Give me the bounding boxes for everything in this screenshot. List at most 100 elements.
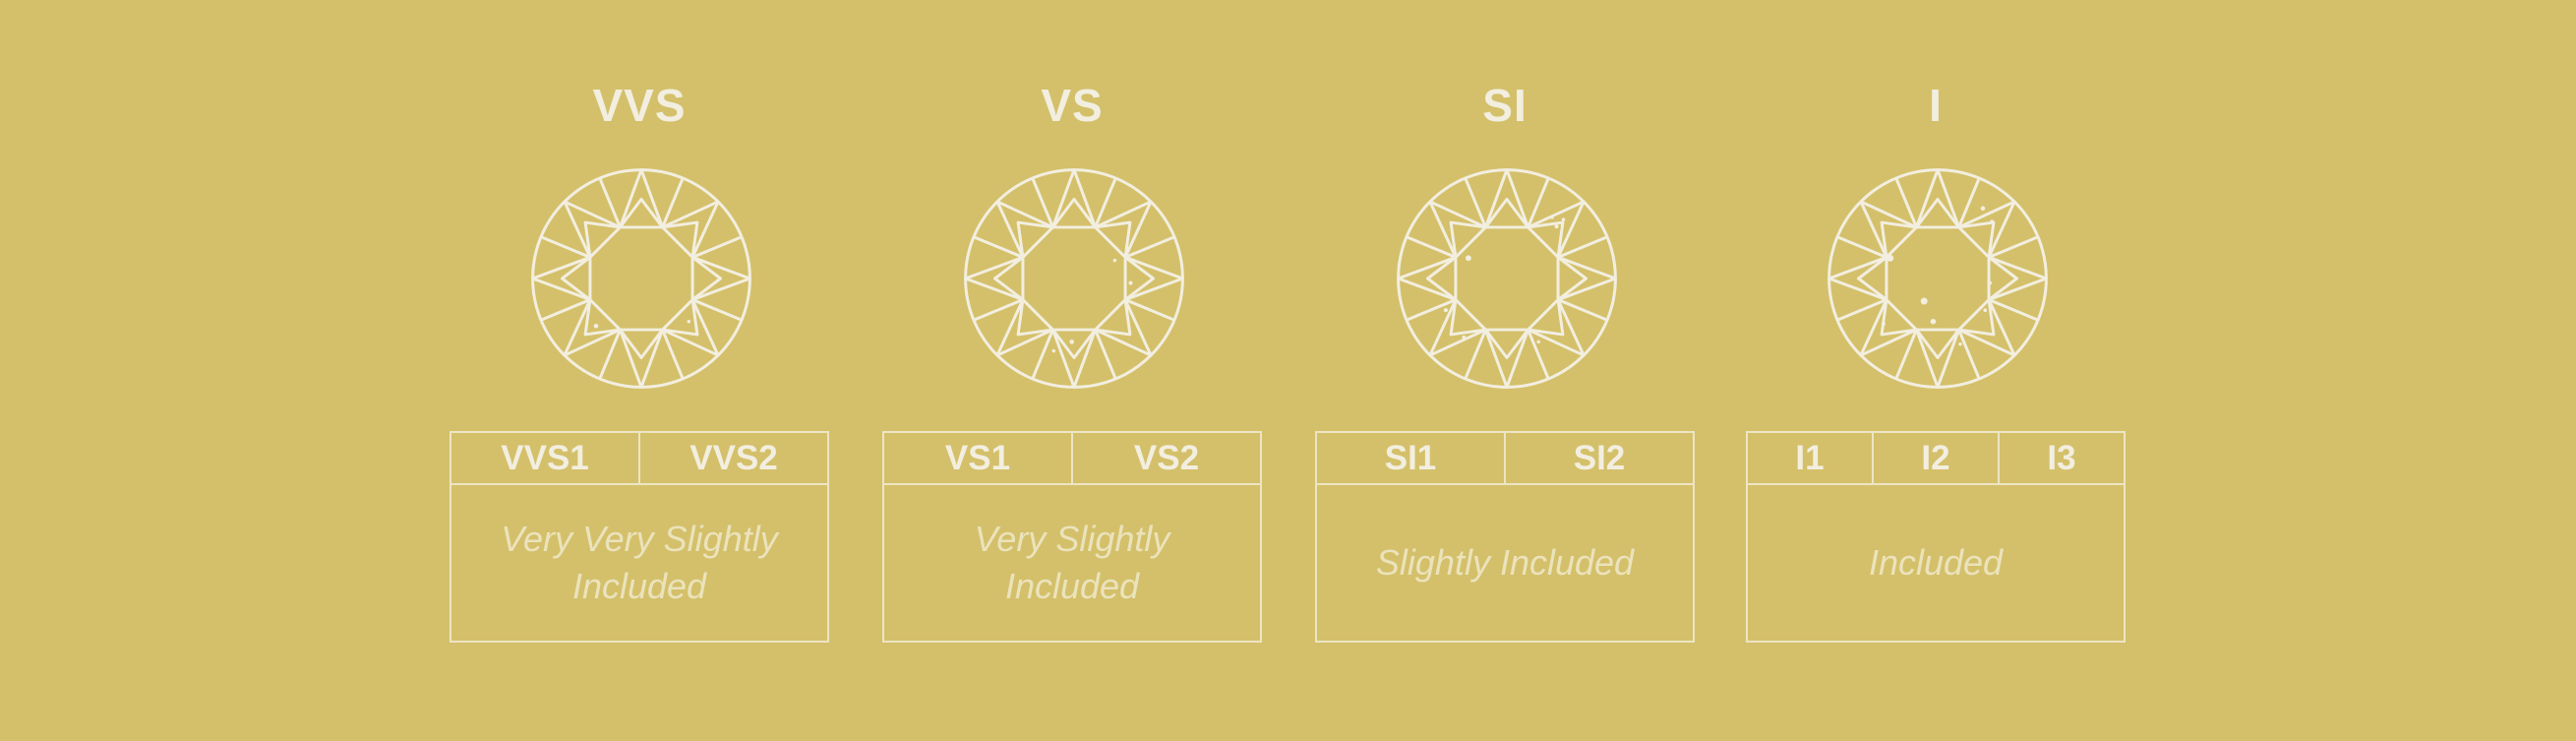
- inclusion-dot: [1443, 308, 1448, 313]
- half-facet: [1124, 235, 1175, 259]
- half-facet: [598, 177, 622, 228]
- inclusion-dot: [1550, 216, 1554, 219]
- kite-facet: [1449, 299, 1486, 337]
- grade-table: I1 I2 I3 Included: [1746, 431, 2126, 643]
- star-facet: [1859, 200, 1918, 259]
- kite-facet: [1051, 198, 1097, 228]
- inclusion-dot: [1462, 335, 1467, 340]
- kite-facet: [1528, 220, 1565, 258]
- star-facet: [531, 256, 591, 301]
- diamond-outline: [531, 168, 751, 389]
- star-facet: [1827, 256, 1887, 301]
- star-facet: [995, 298, 1054, 357]
- subgrade-row: I1 I2 I3: [1748, 433, 2124, 485]
- subgrade-cell: VS2: [1133, 438, 1200, 477]
- kite-facet: [691, 256, 722, 301]
- star-facet: [563, 200, 622, 259]
- half-facet: [1557, 298, 1608, 322]
- half-facet: [1988, 298, 2039, 322]
- kite-facet: [1988, 256, 2018, 301]
- subgrade-cell: VVS2: [689, 438, 778, 477]
- star-facet: [563, 298, 622, 357]
- half-facet: [1464, 177, 1487, 228]
- half-facet: [1406, 235, 1457, 259]
- star-facet: [1957, 200, 2016, 259]
- inclusion-dot: [1466, 255, 1471, 262]
- star-facet: [1557, 256, 1617, 301]
- half-facet: [1894, 329, 1918, 380]
- inclusion-dot: [1112, 258, 1117, 263]
- kite-facet: [619, 329, 664, 359]
- inclusion-dot: [1881, 321, 1886, 327]
- kite-facet: [662, 220, 699, 258]
- subgrade-cell: SI2: [1573, 438, 1626, 477]
- star-facet: [1094, 298, 1153, 357]
- inclusion-dot: [1554, 224, 1559, 229]
- half-facet: [1527, 329, 1550, 380]
- grade-table: SI1 SI2 Slightly Included: [1315, 431, 1695, 643]
- star-facet: [661, 200, 720, 259]
- half-facet: [691, 298, 743, 322]
- half-facet: [1988, 235, 2039, 259]
- grade-title: VVS: [592, 80, 687, 131]
- half-facet: [1031, 177, 1054, 228]
- half-facet: [540, 298, 591, 322]
- half-facet: [1557, 235, 1608, 259]
- grade-title: SI: [1482, 80, 1528, 131]
- star-facet: [619, 329, 664, 389]
- grade-description: Slightly Included: [1375, 542, 1635, 583]
- kite-facet: [1557, 256, 1588, 301]
- star-facet: [1915, 329, 1960, 389]
- inclusion-dot: [1987, 280, 1992, 285]
- kite-facet: [1528, 299, 1565, 337]
- kite-facet: [1016, 220, 1053, 258]
- half-facet: [1836, 298, 1887, 322]
- kite-facet: [1484, 329, 1529, 359]
- kite-facet: [1958, 299, 1996, 337]
- diamond-icon: [528, 165, 754, 392]
- kite-facet: [1484, 198, 1529, 228]
- kite-facet: [1095, 299, 1132, 337]
- half-facet: [661, 177, 685, 228]
- inclusion-dot: [1069, 340, 1074, 344]
- half-facet: [973, 298, 1024, 322]
- grade-description: Very Very Slightly Included: [501, 519, 778, 606]
- inclusion-dot: [1051, 348, 1056, 353]
- inclusion-dot: [687, 319, 691, 324]
- half-facet: [691, 235, 743, 259]
- kite-facet: [1095, 220, 1132, 258]
- kite-facet: [993, 256, 1024, 301]
- table-facet: [1454, 225, 1560, 332]
- subgrade-cell: VVS1: [451, 433, 640, 483]
- half-facet: [973, 235, 1024, 259]
- inclusion-dot: [1920, 297, 1928, 305]
- kite-facet: [1915, 198, 1960, 228]
- half-facet: [1464, 329, 1487, 380]
- star-facet: [1397, 256, 1457, 301]
- subgrade-row: VS1 VS2: [884, 433, 1260, 485]
- half-facet: [661, 329, 685, 380]
- half-facet: [1094, 177, 1117, 228]
- star-facet: [1988, 256, 2048, 301]
- kite-facet: [561, 256, 591, 301]
- inclusion-dot: [1990, 219, 1995, 224]
- half-facet: [1957, 177, 1981, 228]
- half-facet: [1406, 298, 1457, 322]
- kite-facet: [662, 299, 699, 337]
- star-facet: [1051, 168, 1097, 228]
- grade-group-i: I I1 I2 I3 Included: [1746, 0, 2126, 741]
- half-facet: [540, 235, 591, 259]
- half-facet: [1031, 329, 1054, 380]
- star-facet: [1484, 168, 1529, 228]
- diamond-icon: [1825, 165, 2051, 392]
- inclusion-dot: [1983, 308, 1988, 313]
- star-facet: [1915, 168, 1960, 228]
- grade-description: Included: [1868, 542, 2004, 583]
- kite-facet: [1124, 256, 1155, 301]
- half-facet: [1094, 329, 1117, 380]
- grade-group-vvs: VVS VVS1 VVS2 Very Very Slightly Include…: [449, 0, 829, 741]
- subgrade-row: SI1 SI2: [1317, 433, 1693, 485]
- star-facet: [1124, 256, 1184, 301]
- star-facet: [1428, 298, 1487, 357]
- grade-description: Very Slightly Included: [974, 519, 1170, 606]
